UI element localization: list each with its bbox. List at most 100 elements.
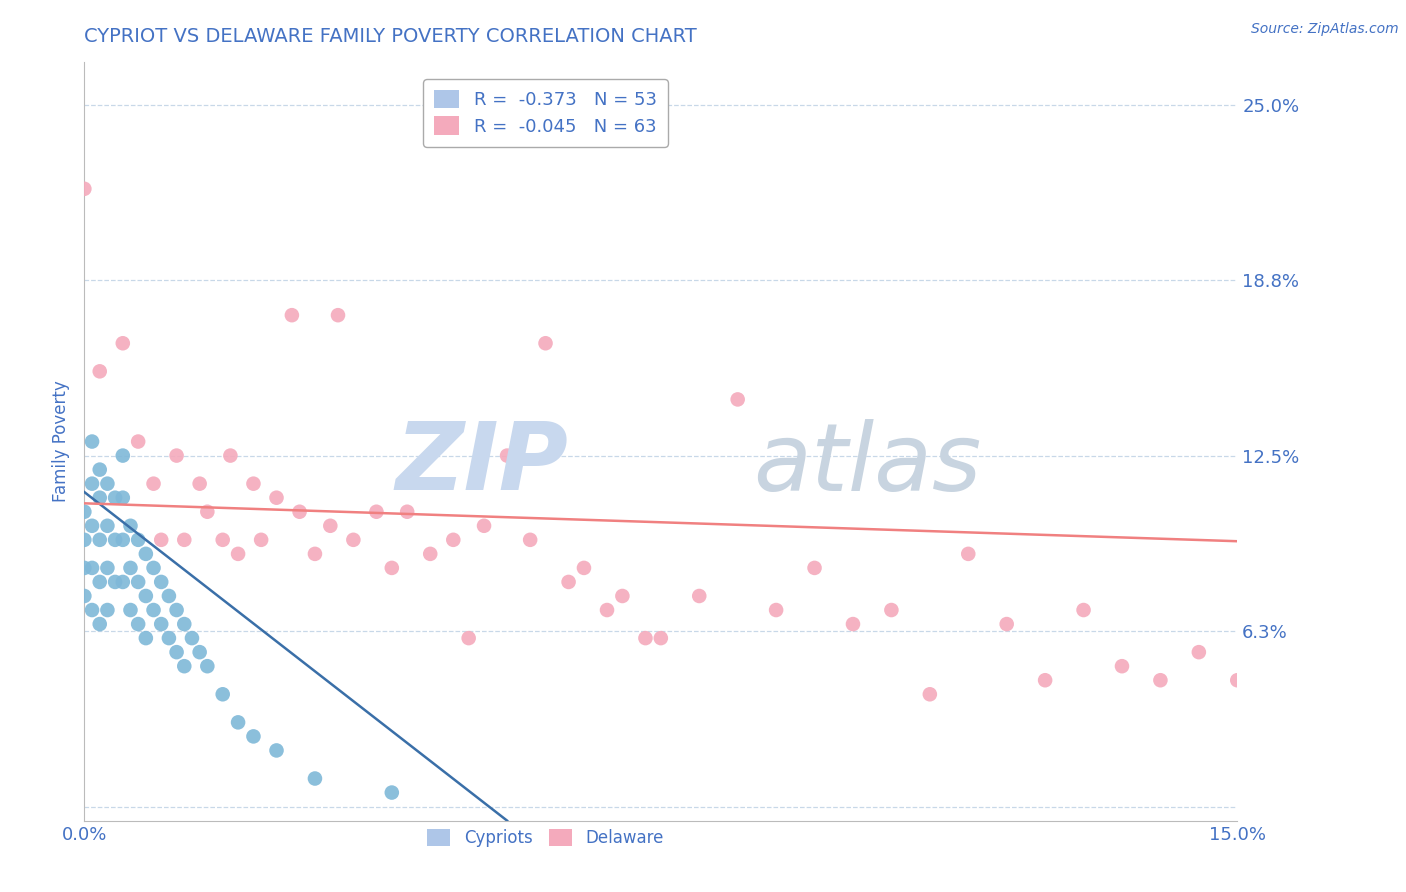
Point	[842, 617, 865, 632]
Point	[957, 547, 980, 561]
Text: atlas: atlas	[754, 418, 981, 510]
Point	[457, 631, 479, 645]
Point	[381, 786, 404, 800]
Point	[557, 574, 579, 589]
Point	[188, 476, 211, 491]
Point	[727, 392, 749, 407]
Point	[319, 518, 342, 533]
Point	[96, 476, 118, 491]
Point	[73, 505, 96, 519]
Point	[73, 533, 96, 547]
Point	[188, 645, 211, 659]
Point	[226, 715, 249, 730]
Point	[419, 547, 441, 561]
Point	[89, 533, 111, 547]
Point	[342, 533, 364, 547]
Point	[127, 533, 149, 547]
Point	[173, 533, 195, 547]
Point	[166, 449, 188, 463]
Point	[366, 505, 388, 519]
Point	[281, 308, 304, 322]
Point	[104, 533, 127, 547]
Point	[918, 687, 941, 701]
Point	[135, 547, 157, 561]
Point	[120, 518, 142, 533]
Point	[304, 547, 326, 561]
Point	[150, 617, 173, 632]
Point	[135, 589, 157, 603]
Y-axis label: Family Poverty: Family Poverty	[52, 381, 70, 502]
Point	[111, 336, 134, 351]
Point	[80, 476, 103, 491]
Text: ZIP: ZIP	[395, 418, 568, 510]
Point	[219, 449, 242, 463]
Point	[173, 617, 195, 632]
Legend: Cypriots, Delaware: Cypriots, Delaware	[420, 822, 671, 854]
Point	[89, 462, 111, 476]
Point	[127, 617, 149, 632]
Point	[995, 617, 1018, 632]
Text: CYPRIOT VS DELAWARE FAMILY POVERTY CORRELATION CHART: CYPRIOT VS DELAWARE FAMILY POVERTY CORRE…	[84, 27, 697, 45]
Point	[304, 772, 326, 786]
Point	[612, 589, 634, 603]
Point	[441, 533, 464, 547]
Point	[1111, 659, 1133, 673]
Point	[89, 574, 111, 589]
Point	[211, 533, 233, 547]
Point	[166, 645, 188, 659]
Point	[80, 603, 103, 617]
Point	[211, 687, 233, 701]
Point	[142, 476, 165, 491]
Point	[266, 743, 288, 757]
Point	[173, 659, 195, 673]
Point	[1073, 603, 1095, 617]
Point	[1149, 673, 1171, 688]
Point	[120, 603, 142, 617]
Text: Source: ZipAtlas.com: Source: ZipAtlas.com	[1251, 22, 1399, 37]
Point	[195, 505, 218, 519]
Point	[157, 589, 180, 603]
Point	[195, 659, 218, 673]
Point	[765, 603, 787, 617]
Point	[250, 533, 273, 547]
Point	[242, 476, 264, 491]
Point	[688, 589, 710, 603]
Point	[226, 547, 249, 561]
Point	[89, 617, 111, 632]
Point	[650, 631, 672, 645]
Point	[80, 518, 103, 533]
Point	[496, 449, 519, 463]
Point	[89, 364, 111, 378]
Point	[111, 574, 134, 589]
Point	[288, 505, 311, 519]
Point	[80, 561, 103, 575]
Point	[150, 533, 173, 547]
Point	[634, 631, 657, 645]
Point	[127, 434, 149, 449]
Point	[519, 533, 541, 547]
Point	[142, 603, 165, 617]
Point	[89, 491, 111, 505]
Point	[326, 308, 349, 322]
Point	[73, 589, 96, 603]
Point	[1341, 659, 1364, 673]
Point	[596, 603, 619, 617]
Point	[142, 561, 165, 575]
Point	[1188, 645, 1211, 659]
Point	[266, 491, 288, 505]
Point	[111, 533, 134, 547]
Point	[1303, 645, 1326, 659]
Point	[1226, 673, 1249, 688]
Point	[96, 518, 118, 533]
Point	[472, 518, 495, 533]
Point	[96, 561, 118, 575]
Point	[880, 603, 903, 617]
Point	[127, 574, 149, 589]
Point	[803, 561, 825, 575]
Point	[104, 574, 127, 589]
Point	[73, 182, 96, 196]
Point	[1033, 673, 1056, 688]
Point	[111, 449, 134, 463]
Point	[150, 574, 173, 589]
Point	[166, 603, 188, 617]
